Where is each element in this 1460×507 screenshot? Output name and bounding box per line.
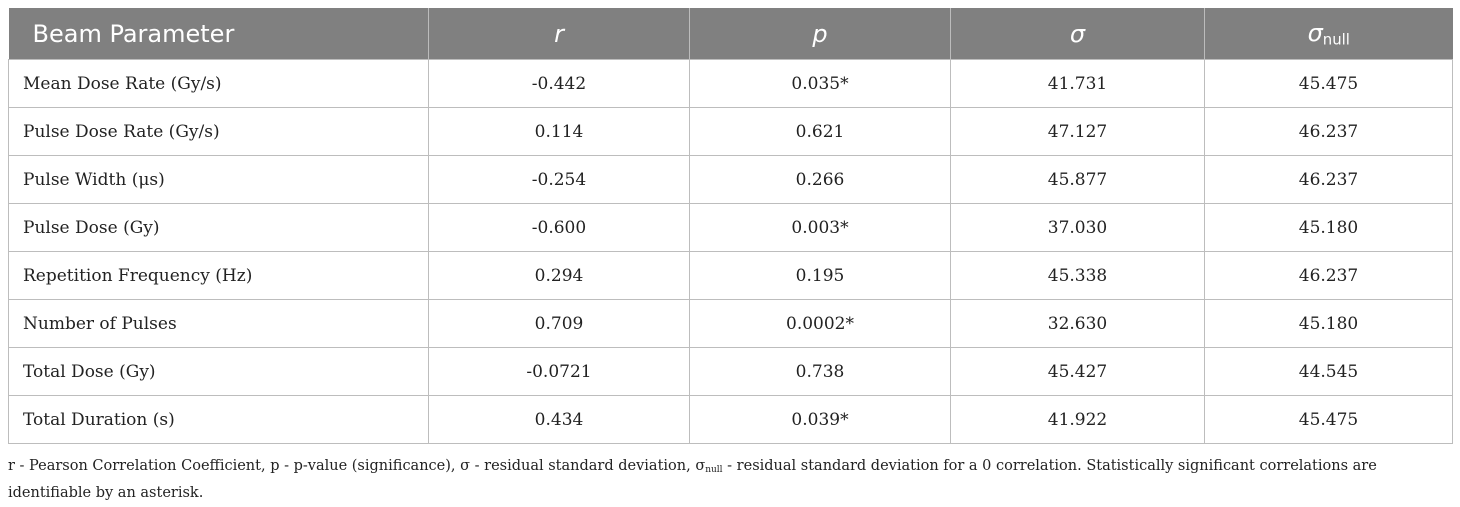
cell-r: -0.600 [428,203,690,252]
cell-sigma-null: 45.180 [1204,203,1453,252]
cell-p: 0.003* [689,203,951,252]
cell-sigma: 47.127 [950,107,1205,156]
cell-sigma-null: 45.180 [1204,299,1453,348]
cell-parameter: Total Duration (s) [8,395,429,444]
cell-sigma: 45.338 [950,251,1205,300]
cell-p: 0.039* [689,395,951,444]
table-row: Mean Dose Rate (Gy/s) -0.442 0.035* 41.7… [8,59,1453,108]
cell-sigma: 32.630 [950,299,1205,348]
cell-sigma: 41.731 [950,59,1205,108]
header-p: p [689,8,951,60]
table-row: Total Duration (s) 0.434 0.039* 41.922 4… [8,395,1453,444]
cell-p: 0.621 [689,107,951,156]
cell-sigma: 37.030 [950,203,1205,252]
beam-parameter-table: Beam Parameter r p σ σnull Mean Dose Rat… [8,8,1453,444]
cell-r: -0.254 [428,155,690,204]
header-sigma: σ [950,8,1205,60]
cell-parameter: Mean Dose Rate (Gy/s) [8,59,429,108]
cell-sigma: 45.877 [950,155,1205,204]
cell-parameter: Number of Pulses [8,299,429,348]
header-beam-parameter: Beam Parameter [8,8,429,60]
table-row: Pulse Dose (Gy) -0.600 0.003* 37.030 45.… [8,203,1453,252]
cell-p: 0.195 [689,251,951,300]
footnote-sigma-null-subscript: null [705,465,723,476]
table-row: Pulse Width (μs) -0.254 0.266 45.877 46.… [8,155,1453,204]
footnote-text-end: - residual standard deviation for a 0 co… [8,458,1377,502]
cell-r: -0.0721 [428,347,690,396]
cell-sigma-null: 46.237 [1204,251,1453,300]
cell-p: 0.035* [689,59,951,108]
cell-sigma-null: 46.237 [1204,107,1453,156]
cell-p: 0.738 [689,347,951,396]
cell-r: 0.294 [428,251,690,300]
cell-p: 0.0002* [689,299,951,348]
cell-parameter: Repetition Frequency (Hz) [8,251,429,300]
cell-sigma-null: 46.237 [1204,155,1453,204]
cell-r: 0.434 [428,395,690,444]
cell-sigma-null: 45.475 [1204,59,1453,108]
footnote-text-start: r - Pearson Correlation Coefficient, p -… [8,458,706,474]
table-row: Repetition Frequency (Hz) 0.294 0.195 45… [8,251,1453,300]
cell-r: 0.114 [428,107,690,156]
cell-r: 0.709 [428,299,690,348]
cell-r: -0.442 [428,59,690,108]
table-footnote: r - Pearson Correlation Coefficient, p -… [8,455,1452,505]
cell-p: 0.266 [689,155,951,204]
table-row: Number of Pulses 0.709 0.0002* 32.630 45… [8,299,1453,348]
header-row: Beam Parameter r p σ σnull [8,8,1453,60]
table-row: Total Dose (Gy) -0.0721 0.738 45.427 44.… [8,347,1453,396]
cell-sigma-null: 44.545 [1204,347,1453,396]
table-header: Beam Parameter r p σ σnull [8,8,1453,60]
table-container: Beam Parameter r p σ σnull Mean Dose Rat… [8,8,1453,444]
cell-sigma: 41.922 [950,395,1205,444]
cell-parameter: Total Dose (Gy) [8,347,429,396]
header-sigma-null: σnull [1204,8,1453,60]
header-sigma-null-symbol: σ [1307,18,1323,47]
cell-sigma: 45.427 [950,347,1205,396]
header-r: r [428,8,690,60]
cell-parameter: Pulse Width (μs) [8,155,429,204]
table-row: Pulse Dose Rate (Gy/s) 0.114 0.621 47.12… [8,107,1453,156]
cell-parameter: Pulse Dose Rate (Gy/s) [8,107,429,156]
header-sigma-null-subscript: null [1322,30,1350,49]
table-body: Mean Dose Rate (Gy/s) -0.442 0.035* 41.7… [8,59,1453,444]
cell-parameter: Pulse Dose (Gy) [8,203,429,252]
cell-sigma-null: 45.475 [1204,395,1453,444]
